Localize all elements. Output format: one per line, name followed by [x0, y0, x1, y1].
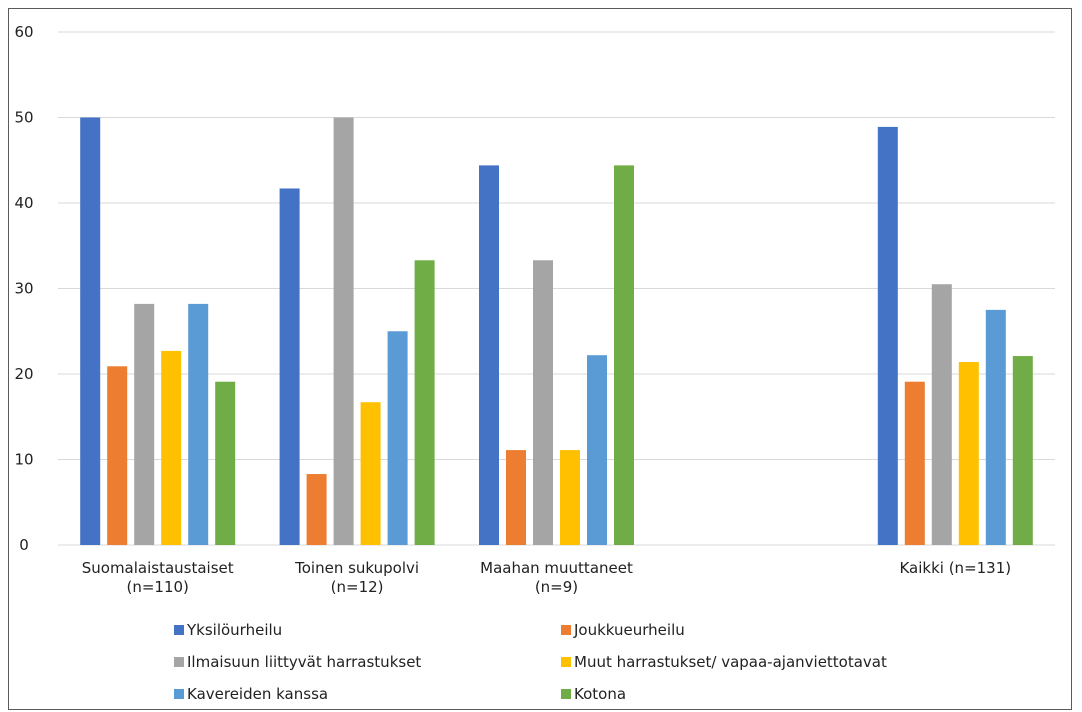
bar — [360, 402, 381, 545]
bar — [533, 260, 553, 545]
x-tick-label: (n=12) — [331, 578, 384, 596]
bar — [387, 331, 408, 545]
bar — [506, 450, 526, 545]
legend-swatch — [561, 625, 571, 635]
bar — [479, 165, 499, 545]
legend-item: Ilmaisuun liittyvät harrastukset — [174, 653, 421, 671]
x-tick-label: (n=9) — [535, 578, 578, 596]
bar — [188, 303, 209, 545]
bar — [560, 450, 580, 545]
bar — [107, 366, 128, 545]
bar — [904, 381, 925, 545]
x-tick-label: Kaikki (n=131) — [899, 559, 1011, 577]
legend: Yksilöurheilu Joukkueurheilu Ilmaisuun lii… — [174, 621, 887, 703]
bar — [80, 117, 101, 545]
y-tick-label: 40 — [14, 194, 33, 212]
x-axis: Suomalaistaustaiset(n=110) Toinen sukupol… — [82, 559, 1011, 596]
bar — [958, 362, 979, 545]
legend-label: Kavereiden kanssa — [187, 685, 328, 703]
bar — [931, 284, 952, 545]
legend-label: Yksilöurheilu — [186, 621, 282, 639]
bar — [134, 303, 155, 545]
bar — [161, 350, 182, 545]
x-tick-label: Maahan muuttaneet — [480, 559, 633, 577]
bar — [414, 260, 435, 545]
legend-swatch — [561, 689, 571, 699]
y-tick-label: 0 — [19, 536, 29, 554]
bars — [80, 117, 1033, 545]
y-axis: 0 10 20 30 40 50 60 — [14, 23, 33, 554]
legend-label: Joukkueurheilu — [573, 621, 685, 639]
x-tick-label: Suomalaistaustaiset — [82, 559, 234, 577]
bar — [877, 126, 898, 545]
y-tick-label: 10 — [14, 451, 33, 469]
bar — [1012, 356, 1033, 545]
bar — [985, 309, 1006, 545]
bar — [215, 381, 236, 545]
y-tick-label: 20 — [14, 365, 33, 383]
legend-item: Joukkueurheilu — [561, 621, 685, 639]
legend-item: Kavereiden kanssa — [174, 685, 328, 703]
legend-item: Yksilöurheilu — [174, 621, 282, 639]
bar — [306, 474, 327, 545]
y-tick-label: 50 — [14, 109, 33, 127]
legend-label: Ilmaisuun liittyvät harrastukset — [187, 653, 421, 671]
bar — [279, 188, 300, 545]
legend-item: Kotona — [561, 685, 626, 703]
legend-swatch — [174, 689, 184, 699]
legend-swatch — [174, 625, 184, 635]
legend-item: Muut harrastukset/ vapaa-ajanviettotavat — [561, 653, 887, 671]
legend-label: Kotona — [574, 685, 626, 703]
legend-swatch — [561, 657, 571, 667]
bar — [614, 165, 634, 545]
y-tick-label: 60 — [14, 23, 33, 41]
bar — [333, 117, 354, 545]
bar — [587, 355, 607, 545]
x-tick-label: Toinen sukupolvi — [294, 559, 419, 577]
y-tick-label: 30 — [14, 280, 33, 298]
legend-label: Muut harrastukset/ vapaa-ajanviettotavat — [574, 653, 887, 671]
legend-swatch — [174, 657, 184, 667]
x-tick-label: (n=110) — [126, 578, 188, 596]
